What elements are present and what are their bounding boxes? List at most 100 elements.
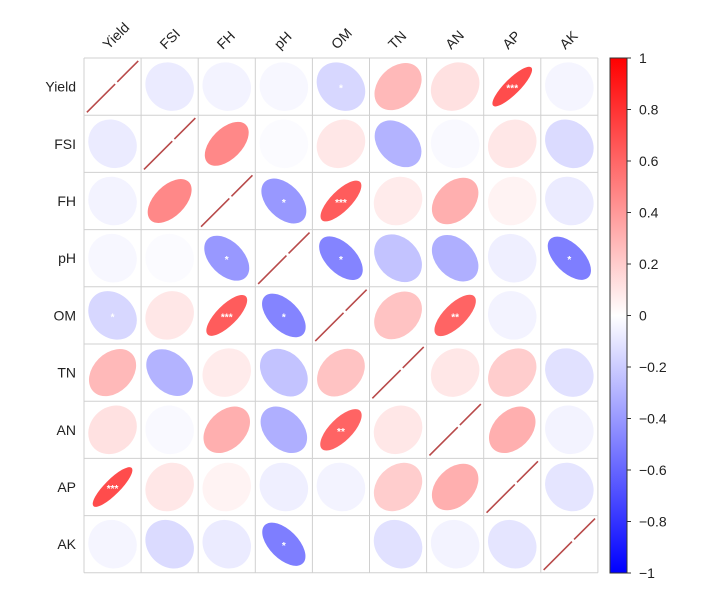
- correlation-ellipse: [204, 235, 250, 281]
- correlation-ellipse: [374, 120, 422, 168]
- correlation-ellipse: [488, 406, 536, 454]
- matrix-grid: [83, 57, 599, 574]
- row-label-fh: FH: [57, 193, 76, 209]
- correlation-ellipse: [145, 405, 194, 455]
- significance-label: *: [567, 255, 571, 266]
- cell-tn-yield: [88, 349, 137, 397]
- cell-ph-fsi: [145, 233, 194, 283]
- cell-an-om: **: [320, 409, 362, 451]
- cell-yield-fh: [202, 62, 252, 111]
- cell-tn-ap: [488, 348, 537, 397]
- colorbar: 1 0.8 0.6 0.4 0.2 0 −0.2 −0.4 −0.6 −0.8 −1: [609, 50, 667, 581]
- correlation-ellipse: [145, 62, 194, 111]
- cell-om-om: [314, 289, 368, 342]
- cell-ph-fh: *: [204, 235, 250, 281]
- correlation-ellipse: [88, 233, 137, 283]
- row-label-ap: AP: [57, 479, 76, 495]
- significance-label: *: [225, 255, 229, 266]
- correlation-ellipse: [431, 463, 479, 511]
- correlation-ellipse: [206, 294, 248, 336]
- correlation-ellipse: [88, 519, 137, 569]
- correlation-ellipse: [374, 63, 422, 111]
- cell-an-fh: [203, 406, 251, 454]
- correlation-ellipse: [259, 462, 309, 512]
- correlation-ellipse: [431, 177, 479, 225]
- colorbar-tick-label: −0.6: [639, 462, 667, 478]
- correlation-ellipse: [487, 176, 537, 226]
- diagonal-line: [200, 174, 254, 228]
- cell-tn-om: [317, 348, 365, 397]
- diagonal-line: [485, 460, 539, 514]
- cell-fh-ak: [545, 176, 594, 226]
- significance-label: **: [337, 427, 345, 438]
- correlation-ellipse: [434, 294, 476, 337]
- colorbar-tick-label: −0.8: [639, 514, 667, 530]
- cell-an-an: [428, 403, 482, 457]
- cell-ap-yield: ***: [92, 467, 133, 507]
- cell-fsi-ph: [259, 119, 309, 169]
- cell-fh-fh: [200, 174, 254, 228]
- significance-label: ***: [335, 198, 347, 209]
- correlation-ellipse: [88, 291, 137, 340]
- cell-fsi-yield: [88, 119, 137, 169]
- correlation-ellipse: [88, 349, 137, 397]
- colorbar-tick-label: −0.2: [639, 359, 667, 375]
- cell-ak-ap: [487, 519, 537, 569]
- row-label-om: OM: [53, 307, 76, 323]
- row-labels: Yield FSI FH pH OM TN AN AP AK: [45, 79, 76, 553]
- cell-fsi-ap: [487, 119, 537, 169]
- cell-an-tn: [373, 405, 423, 455]
- cell-om-fsi: [145, 291, 194, 340]
- colorbar-gradient: [609, 57, 628, 574]
- cell-an-ph: [260, 406, 308, 454]
- column-label-an: AN: [442, 27, 467, 52]
- cell-yield-tn: [374, 63, 422, 111]
- correlation-ellipse: [147, 179, 192, 223]
- cell-yield-yield: [86, 60, 139, 113]
- cell-om-ap: [487, 291, 537, 340]
- cell-ap-om: [316, 462, 366, 512]
- row-label-an: AN: [57, 422, 76, 438]
- cell-yield-om: *: [316, 62, 366, 111]
- cell-fh-fsi: [147, 179, 192, 223]
- correlation-ellipse: [319, 236, 363, 281]
- cell-fh-an: [431, 177, 479, 225]
- correlation-ellipse: [320, 409, 362, 451]
- cell-ak-an: [430, 519, 480, 569]
- correlation-ellipse: [487, 233, 537, 283]
- cell-ak-yield: [88, 519, 137, 569]
- correlation-ellipse: [261, 178, 307, 224]
- correlation-ellipse: [203, 406, 251, 454]
- significance-label: *: [282, 198, 286, 209]
- diagonal-line: [371, 346, 425, 399]
- correlation-ellipse: [262, 522, 306, 566]
- correlation-ellipse: [488, 348, 537, 397]
- diagonal-line: [543, 517, 596, 571]
- column-label-yield: Yield: [99, 19, 132, 52]
- correlation-ellipse: [316, 462, 366, 512]
- correlation-ellipse: [259, 119, 309, 169]
- colorbar-tick-label: −0.4: [639, 411, 667, 427]
- correlation-ellipse: [146, 349, 194, 396]
- cell-ph-an: [431, 234, 479, 282]
- cell-yield-an: [430, 62, 480, 111]
- cell-ap-an: [431, 463, 479, 511]
- colorbar-tick-label: 0.6: [639, 153, 659, 169]
- cell-yield-fsi: [145, 62, 194, 111]
- correlation-ellipse: [545, 462, 594, 512]
- cell-ak-ph: *: [262, 522, 306, 566]
- colorbar-tick-label: 1: [639, 50, 647, 66]
- correlation-ellipse: [545, 62, 594, 111]
- significance-label: *: [282, 541, 286, 552]
- cell-fh-ap: [487, 176, 537, 226]
- row-label-tn: TN: [57, 365, 76, 381]
- row-label-yield: Yield: [45, 79, 76, 95]
- correlation-ellipse: [88, 405, 137, 455]
- cell-yield-ap: ***: [492, 66, 533, 107]
- column-labels: Yield FSI FH pH OM TN AN AP AK: [99, 19, 581, 52]
- cell-tn-tn: [371, 346, 425, 399]
- correlation-ellipse: [545, 176, 594, 226]
- colorbar-tick-label: 0.8: [639, 102, 659, 118]
- column-label-ph: pH: [271, 28, 295, 52]
